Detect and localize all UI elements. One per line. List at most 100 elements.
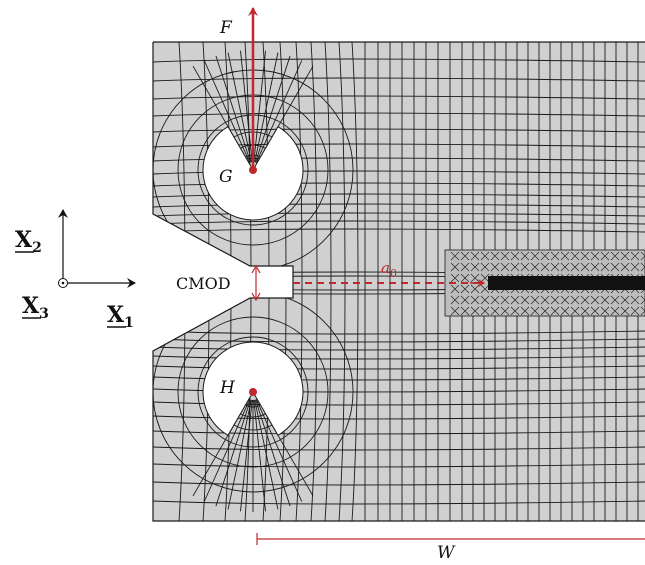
mesh-horizontal-line (153, 430, 645, 435)
mesh-radial-line (254, 399, 279, 510)
refined-cell (510, 306, 520, 316)
refined-cell (450, 284, 460, 294)
mesh-radial-line (255, 399, 303, 502)
refined-cell (470, 273, 480, 283)
axis-x1-label: X1 (107, 302, 134, 331)
refined-cell (600, 251, 610, 261)
refined-cell (490, 306, 500, 316)
refined-cell (450, 251, 460, 261)
refined-cell (590, 295, 600, 305)
refined-cell (620, 251, 630, 261)
mesh-radial-line (227, 399, 252, 510)
refined-cell (460, 295, 470, 305)
mesh-vertical-line (351, 42, 359, 521)
mesh-horizontal-line (153, 95, 645, 100)
refined-cell (620, 262, 630, 272)
refined-cell (520, 306, 530, 316)
mesh-horizontal-line (153, 157, 645, 162)
pin-point-top (249, 166, 257, 174)
mesh-vertical-line (310, 42, 318, 521)
refined-cell (480, 306, 490, 316)
refined-cell (630, 262, 640, 272)
specimen-outline (152, 41, 645, 522)
mesh-horizontal-line (153, 365, 645, 370)
mesh-horizontal-line (153, 346, 645, 351)
mesh-radial-line (203, 399, 251, 502)
refined-cell (540, 306, 550, 316)
mesh-horizontal-line (153, 355, 645, 360)
refined-cell (520, 295, 530, 305)
mesh-radial-line (254, 52, 279, 163)
refined-cell (520, 262, 530, 272)
refined-cell (580, 251, 590, 261)
refined-cell (530, 295, 540, 305)
crack-length-label: a0 (381, 259, 397, 280)
refined-cell (530, 251, 540, 261)
refined-cell (550, 295, 560, 305)
refined-cell (570, 295, 580, 305)
mesh-horizontal-line (153, 338, 645, 343)
refined-cell (490, 262, 500, 272)
mesh-radial-line (240, 399, 253, 512)
cmod-arrow-head-top (251, 264, 261, 274)
mesh-horizontal-line (153, 128, 645, 133)
refined-cell (540, 251, 550, 261)
refined-cell (480, 262, 490, 272)
refined-cell (510, 295, 520, 305)
refined-cell (600, 262, 610, 272)
refined-cell (500, 306, 510, 316)
refined-cell (570, 251, 580, 261)
refined-cell (630, 306, 640, 316)
mesh-radial-line (215, 55, 251, 163)
refined-cell (640, 295, 645, 305)
mesh-horizontal-line (153, 228, 645, 233)
refined-cell (470, 295, 480, 305)
refined-cell (600, 306, 610, 316)
mesh-ring (177, 316, 329, 468)
mesh-horizontal-line (153, 401, 645, 406)
refined-cell (630, 251, 640, 261)
mesh-horizontal-line (153, 376, 645, 381)
refined-cell (580, 306, 590, 316)
refined-cell (580, 262, 590, 272)
refined-cell (640, 306, 645, 316)
mesh-horizontal-line (153, 182, 645, 187)
refined-cell (540, 295, 550, 305)
cmod-arrow-head-bottom (251, 292, 261, 302)
refined-cell (460, 273, 470, 283)
crack-band (488, 276, 645, 290)
refined-cell (630, 295, 640, 305)
mesh-horizontal-line (153, 212, 645, 217)
coordinate-system: X2 X1 X3 (15, 209, 136, 331)
refined-cell (530, 306, 540, 316)
refined-cell (550, 251, 560, 261)
refined-cell (480, 295, 490, 305)
pin-top-label: G (219, 167, 233, 187)
refined-cell (500, 251, 510, 261)
refined-cell (470, 251, 480, 261)
force-label: F (219, 18, 233, 38)
refined-cell (490, 251, 500, 261)
refined-cell (570, 306, 580, 316)
mesh-radial-line (227, 52, 252, 163)
refined-cell (460, 306, 470, 316)
mesh-horizontal-line (153, 58, 645, 63)
mesh-horizontal-line (153, 481, 645, 486)
refined-cell (590, 262, 600, 272)
refined-cell (600, 295, 610, 305)
mesh-horizontal-line (153, 170, 645, 175)
mesh-horizontal-line (153, 203, 645, 208)
mesh-vertical-line (324, 42, 332, 521)
refined-cell (620, 295, 630, 305)
mesh-horizontal-line (153, 330, 645, 335)
width-label: W (437, 543, 456, 563)
refined-cell (490, 295, 500, 305)
refined-cell (450, 262, 460, 272)
mesh-radial-line (240, 50, 253, 163)
refined-cell (560, 251, 570, 261)
mesh-horizontal-line (153, 77, 645, 82)
mesh-radial-line (255, 60, 303, 163)
mesh-radial-line (255, 55, 291, 163)
mesh-horizontal-line (153, 500, 645, 505)
